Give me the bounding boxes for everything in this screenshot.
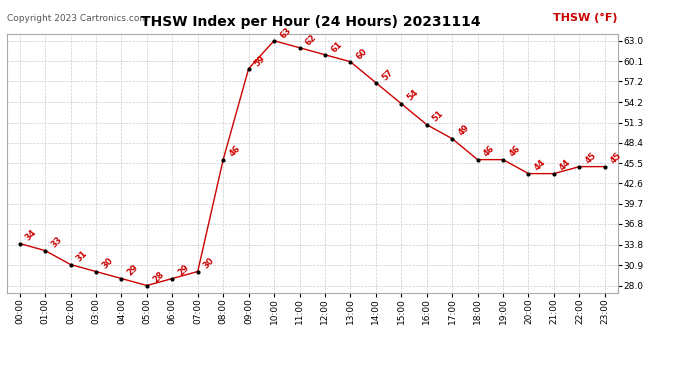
Text: 31: 31 (75, 249, 89, 264)
Text: 61: 61 (329, 39, 344, 54)
Text: 46: 46 (507, 144, 522, 159)
Text: 51: 51 (431, 109, 446, 124)
Text: Copyright 2023 Cartronics.com: Copyright 2023 Cartronics.com (7, 14, 148, 23)
Text: 29: 29 (126, 263, 140, 278)
Text: 33: 33 (49, 235, 63, 250)
Text: 34: 34 (23, 228, 39, 243)
Text: 63: 63 (278, 26, 293, 40)
Text: 44: 44 (533, 158, 547, 173)
Text: 46: 46 (482, 144, 496, 159)
Text: 28: 28 (151, 270, 166, 285)
Text: 45: 45 (609, 151, 624, 166)
Text: THSW (°F): THSW (°F) (553, 13, 618, 23)
Text: 59: 59 (253, 53, 267, 68)
Text: 46: 46 (227, 144, 242, 159)
Text: 57: 57 (380, 68, 395, 82)
Text: 60: 60 (355, 46, 369, 61)
Text: 62: 62 (304, 32, 318, 47)
Text: 30: 30 (202, 256, 217, 271)
Text: 49: 49 (456, 123, 471, 138)
Text: THSW Index per Hour (24 Hours) 20231114: THSW Index per Hour (24 Hours) 20231114 (141, 15, 480, 29)
Text: 54: 54 (406, 88, 420, 103)
Text: 29: 29 (177, 263, 191, 278)
Text: 45: 45 (584, 151, 598, 166)
Text: 30: 30 (100, 256, 115, 271)
Text: 44: 44 (558, 158, 573, 173)
